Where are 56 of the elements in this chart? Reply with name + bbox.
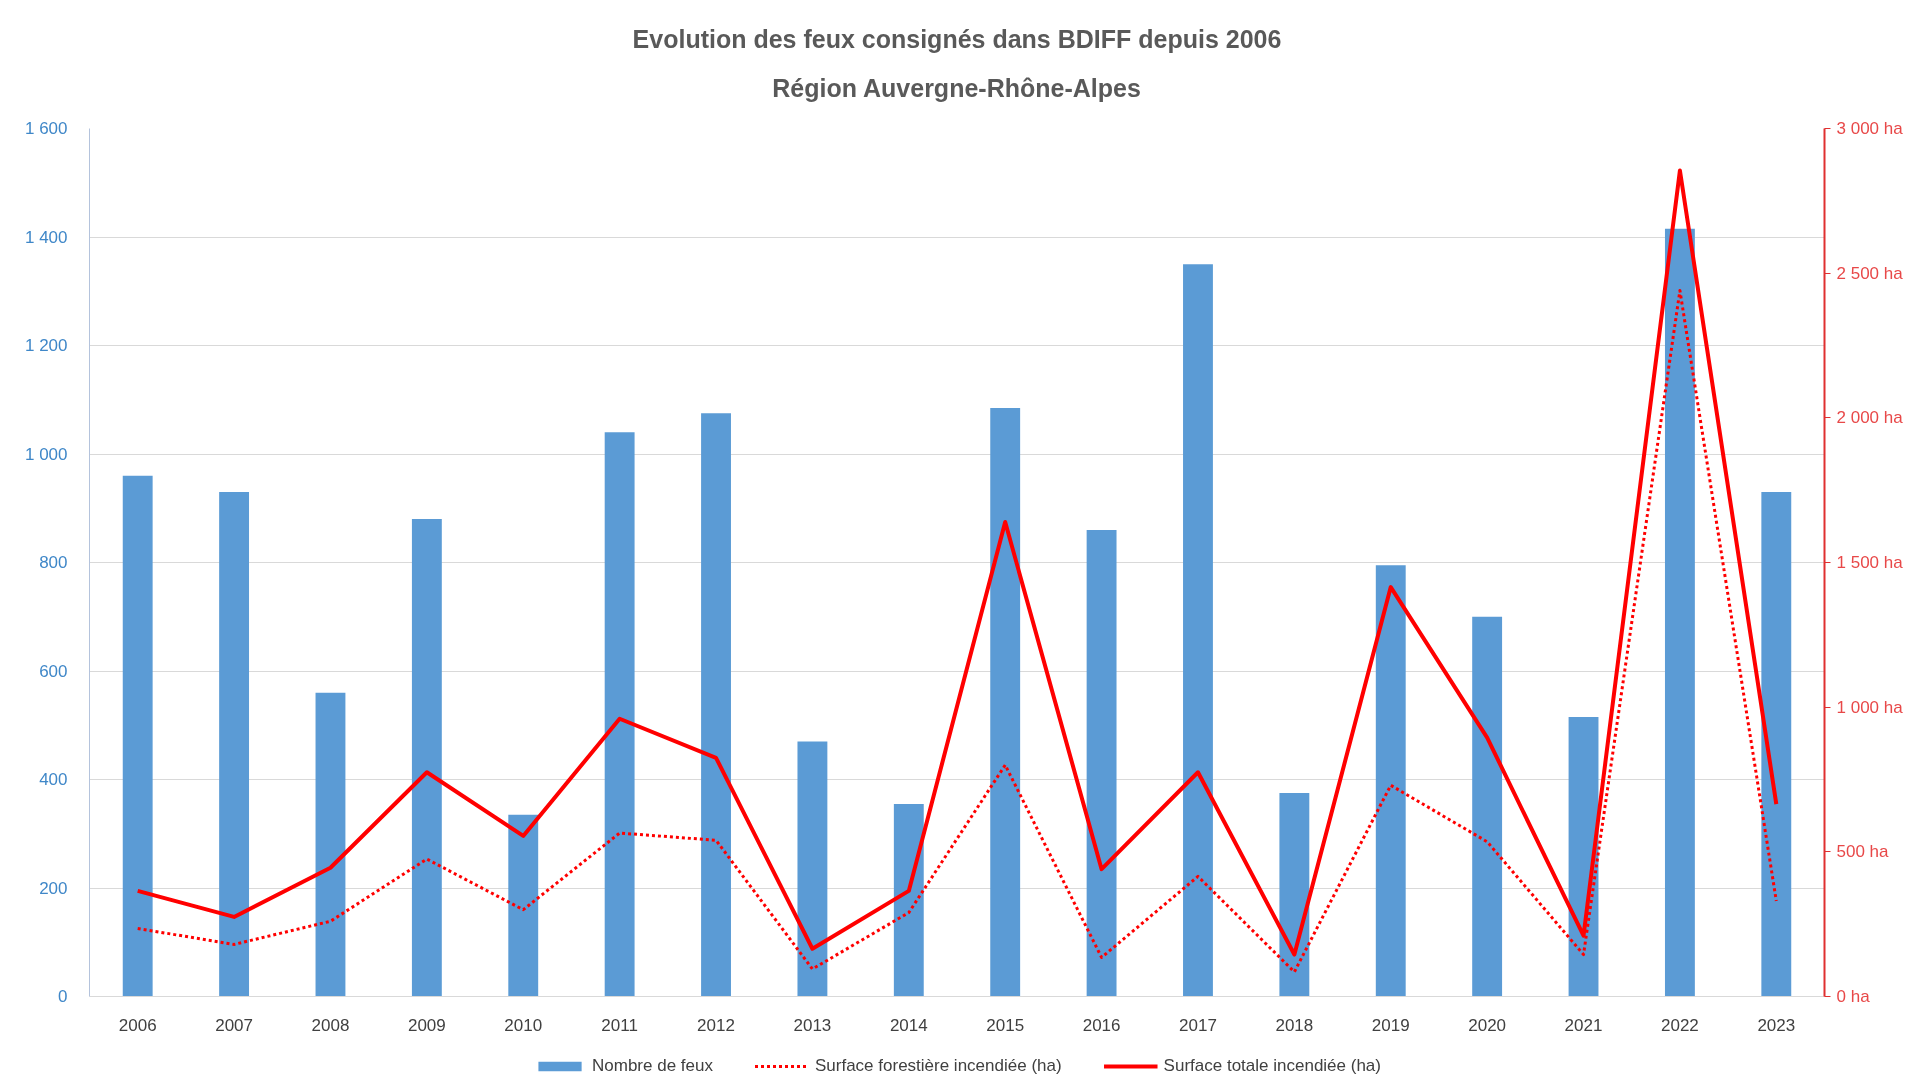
x-tick-label: 2013 bbox=[793, 1015, 832, 1035]
x-tick-label: 2009 bbox=[407, 1015, 446, 1035]
bar bbox=[1086, 529, 1117, 997]
y-tick-label: 0 bbox=[58, 987, 68, 1006]
y2-tick-label: 2 000 ha bbox=[1836, 408, 1904, 428]
y2-tick-label: 1 000 ha bbox=[1836, 697, 1904, 717]
y-tick-label: 600 bbox=[39, 661, 68, 681]
bar bbox=[604, 432, 635, 997]
bar bbox=[508, 814, 539, 997]
x-tick-label: 2007 bbox=[215, 1015, 253, 1035]
x-tick-label: 2019 bbox=[1371, 1015, 1410, 1035]
legend-label: Nombre de feux bbox=[592, 1055, 713, 1076]
y2-tick-label: 3 000 ha bbox=[1836, 119, 1904, 138]
y-tick-label: 1 200 bbox=[24, 336, 68, 355]
x-tick-label: 2018 bbox=[1275, 1015, 1314, 1035]
x-tick-label: 2023 bbox=[1757, 1015, 1796, 1035]
bar bbox=[411, 519, 442, 997]
bar bbox=[990, 407, 1021, 997]
bar bbox=[219, 491, 250, 997]
x-tick-label: 2012 bbox=[697, 1015, 735, 1035]
bar bbox=[1664, 228, 1695, 997]
y-tick-label: 400 bbox=[39, 770, 68, 789]
y-tick-label: 1 000 bbox=[24, 444, 68, 464]
y-tick-label: 1 600 bbox=[24, 119, 68, 138]
x-tick-label: 2006 bbox=[118, 1015, 157, 1035]
bar bbox=[1183, 264, 1213, 997]
y2-tick-label: 0 ha bbox=[1836, 987, 1871, 1006]
x-tick-label: 2011 bbox=[601, 1015, 638, 1035]
x-tick-label: 2014 bbox=[889, 1015, 928, 1035]
bar bbox=[122, 475, 153, 997]
x-tick-label: 2022 bbox=[1661, 1015, 1699, 1035]
chart-title: Evolution des feux consignés dans BDIFF depuis 2006 bbox=[632, 25, 1282, 53]
x-tick-label: 2016 bbox=[1082, 1015, 1121, 1035]
y2-tick-label: 2 500 ha bbox=[1836, 263, 1904, 283]
bar bbox=[1761, 491, 1792, 997]
chart-subtitle: Région Auvergne-Rhône-Alpes bbox=[772, 74, 1141, 102]
y-tick-label: 800 bbox=[39, 553, 68, 572]
x-tick-label: 2021 bbox=[1564, 1015, 1603, 1035]
bar bbox=[797, 741, 828, 997]
y2-tick-label: 1 500 ha bbox=[1836, 553, 1904, 572]
x-tick-label: 2017 bbox=[1179, 1015, 1217, 1035]
legend-label: Surface forestière incendiée (ha) bbox=[814, 1055, 1062, 1076]
x-tick-label: 2020 bbox=[1468, 1015, 1507, 1035]
y-tick-label: 200 bbox=[39, 878, 68, 898]
y-tick-label: 1 400 bbox=[24, 227, 68, 247]
bar bbox=[1472, 616, 1503, 997]
bar bbox=[315, 692, 346, 997]
x-tick-label: 2010 bbox=[504, 1015, 543, 1035]
y2-tick-label: 500 ha bbox=[1836, 842, 1890, 862]
bar bbox=[893, 803, 924, 997]
x-tick-label: 2015 bbox=[986, 1015, 1025, 1035]
bar bbox=[1279, 793, 1310, 997]
x-tick-label: 2008 bbox=[311, 1015, 350, 1035]
legend-label: Surface totale incendiée (ha) bbox=[1163, 1055, 1381, 1076]
bar bbox=[701, 413, 731, 997]
bar bbox=[1375, 565, 1406, 997]
